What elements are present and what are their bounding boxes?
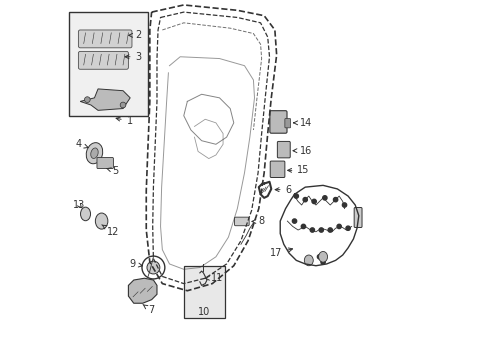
Text: 8: 8 — [251, 216, 264, 226]
Polygon shape — [80, 89, 130, 111]
FancyBboxPatch shape — [78, 51, 128, 69]
Text: 16: 16 — [292, 146, 311, 156]
Circle shape — [294, 194, 298, 198]
Circle shape — [342, 203, 346, 207]
Ellipse shape — [304, 255, 313, 266]
FancyBboxPatch shape — [285, 118, 290, 128]
Circle shape — [311, 199, 316, 203]
Text: 10: 10 — [198, 307, 210, 317]
FancyBboxPatch shape — [69, 12, 148, 116]
Circle shape — [319, 228, 323, 232]
Circle shape — [333, 198, 337, 202]
FancyBboxPatch shape — [269, 111, 286, 133]
Circle shape — [84, 97, 90, 103]
Circle shape — [317, 255, 321, 259]
Circle shape — [292, 219, 296, 223]
Ellipse shape — [95, 213, 108, 229]
Circle shape — [327, 228, 332, 232]
FancyBboxPatch shape — [183, 266, 224, 318]
Circle shape — [320, 260, 325, 264]
Polygon shape — [128, 278, 157, 303]
FancyBboxPatch shape — [234, 217, 248, 226]
Circle shape — [336, 224, 341, 229]
Text: 4: 4 — [76, 139, 88, 149]
Circle shape — [301, 224, 305, 229]
FancyBboxPatch shape — [97, 157, 113, 168]
Text: 3: 3 — [125, 52, 142, 62]
Text: 13: 13 — [73, 200, 85, 210]
Text: 7: 7 — [142, 305, 154, 315]
FancyBboxPatch shape — [78, 30, 132, 48]
Text: 12: 12 — [102, 225, 119, 237]
Circle shape — [322, 196, 326, 200]
Text: 2: 2 — [128, 30, 142, 40]
FancyBboxPatch shape — [353, 207, 361, 228]
Circle shape — [306, 258, 310, 262]
Circle shape — [309, 228, 314, 232]
Circle shape — [147, 261, 160, 274]
Circle shape — [303, 198, 307, 202]
Ellipse shape — [91, 148, 98, 158]
Ellipse shape — [81, 207, 90, 221]
Circle shape — [345, 226, 349, 230]
Ellipse shape — [318, 251, 327, 262]
Text: 15: 15 — [287, 165, 309, 175]
Text: 1: 1 — [116, 116, 132, 126]
Text: 9: 9 — [129, 259, 142, 269]
Text: 6: 6 — [275, 185, 291, 195]
Text: 14: 14 — [293, 118, 311, 128]
FancyBboxPatch shape — [270, 161, 285, 177]
Text: 11: 11 — [204, 273, 223, 283]
Text: 17: 17 — [269, 248, 292, 258]
FancyBboxPatch shape — [277, 141, 290, 158]
Ellipse shape — [86, 143, 102, 164]
Circle shape — [120, 102, 125, 108]
Text: 5: 5 — [106, 166, 118, 176]
